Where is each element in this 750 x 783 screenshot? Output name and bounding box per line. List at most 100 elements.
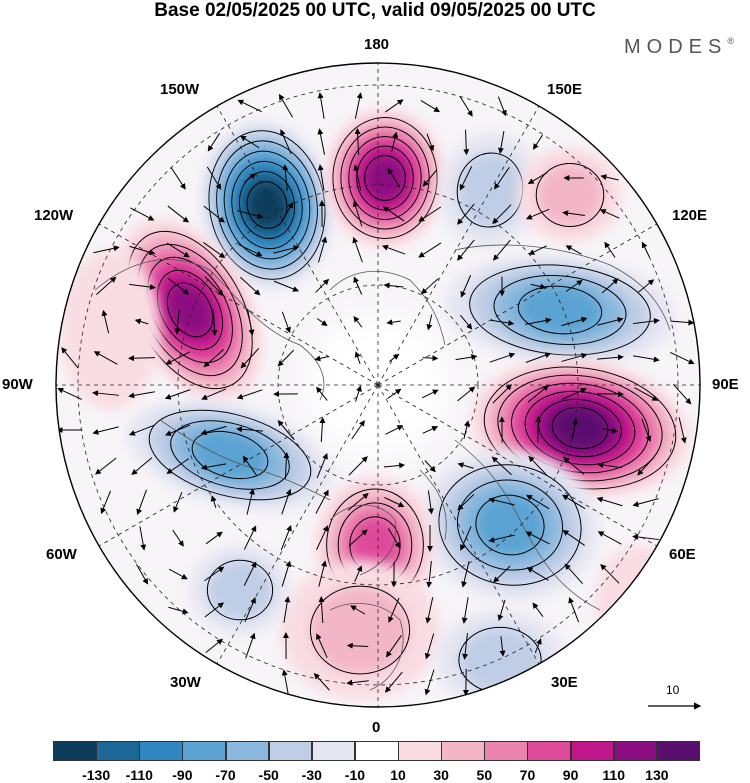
wind-vector-arrow [488,497,515,506]
colorbar-tick-label: 10 [390,767,406,783]
colorbar-bin [527,741,572,761]
wind-vector-arrow [346,642,369,649]
lon-label-150w: 150W [160,81,200,98]
wind-vector-arrow [237,210,264,219]
wind-vector-arrow [245,632,256,659]
wind-vector-arrow [243,525,257,550]
wind-vector-arrow [92,426,119,435]
wind-vector-arrow [348,529,368,547]
lon-label-90e: 90E [712,376,739,393]
anomaly-contour-line [216,140,318,270]
wind-vector-arrow [130,207,155,221]
lon-label-120w: 120W [34,207,74,224]
lon-label-0: 0 [372,719,381,736]
wind-vector-arrow [353,276,363,295]
wind-vector-arrow [204,276,224,297]
wind-vector-arrow [57,387,83,400]
wind-vector-arrow [319,417,326,442]
positive-anomaly [325,108,445,248]
wind-vector-arrow [280,524,292,551]
wind-vector-arrow [457,462,474,469]
wind-vector-arrow [204,566,225,582]
registered-mark: ® [727,36,734,46]
lon-label-30e: 30E [551,674,578,691]
wind-vector-arrow [242,455,258,476]
wind-vector-arrow [489,352,516,363]
wind-vector-arrow [497,96,507,117]
colorbar-tick-label: 110 [602,767,626,783]
colorbar-bin [656,741,701,761]
wind-vector-arrow [128,391,155,399]
wind-vector-arrow [525,208,550,220]
wind-vector-arrow [491,456,512,476]
wind-vector-arrow [384,497,405,508]
anomaly-contour-band [552,407,608,449]
meridian-line [377,384,544,671]
wind-vector-arrow [460,525,472,551]
wind-vector-arrow [492,384,512,404]
wind-vector-arrow [168,606,189,615]
wind-vector-arrow [532,602,544,618]
colorbar-bin [225,741,270,761]
wind-vector-arrow [418,206,442,222]
colorbar-tick-label: -70 [215,767,236,783]
anomaly-contour-line [148,409,312,501]
colorbar-tick-label: -110 [125,767,153,783]
wind-vector-arrow [525,352,552,363]
anomaly-contour-band [60,250,160,410]
wind-vector-arrow [461,597,469,624]
wind-vector-arrow [280,129,292,155]
wind-vector-arrow [530,283,547,290]
wind-vector-arrow [418,242,442,258]
wind-vector-arrow [385,671,403,693]
wind-vector-arrow [564,563,584,585]
anomaly-contour-line [551,407,609,449]
wind-vectors [56,92,695,696]
wind-vector-arrow [532,134,543,150]
anomaly-contour-line [469,264,651,356]
wind-vector-arrow [136,563,149,585]
coastline [329,270,446,346]
wind-vector-arrow [562,210,585,217]
wind-vector-arrow [316,453,328,479]
meridian-line [212,99,379,386]
colorbar-bin [268,741,313,761]
wind-vector-arrow [383,462,406,469]
coastline [454,244,671,331]
positive-anomaly [60,250,160,410]
wind-vector-arrow [236,389,263,400]
wind-vector-arrow [460,275,472,298]
wind-vector-arrow [632,534,659,541]
wind-vector-arrow [461,561,470,588]
wind-vector-arrow [351,420,365,440]
wind-vector-arrow [170,166,186,190]
wind-vector-arrow [206,166,222,190]
chart-title: Base 02/05/2025 00 UTC, valid 09/05/2025… [154,0,596,21]
wind-vector-arrow [200,463,227,471]
modes-logo: MODES® [624,36,734,59]
meridian-line [377,219,664,386]
colorbar-bin [570,741,615,761]
colorbar-bin [311,741,356,761]
wind-vector-arrow [678,417,687,444]
wind-vector-arrow [205,638,223,654]
wind-vector-arrow [427,490,434,515]
wind-vector-arrow [165,351,190,365]
wind-vector-arrow [167,205,189,223]
wind-vector-arrow [352,200,363,227]
reference-vector-label: 10 [666,683,680,697]
meridian-line [377,384,664,551]
coastline [419,469,447,541]
wind-vector-arrow [350,605,366,615]
positive-anomaly [280,560,440,700]
wind-vector-arrow [203,349,225,368]
anomaly-contour-line [238,171,296,239]
wind-vector-arrow [422,355,439,362]
wind-vector-arrow [388,597,400,623]
negative-anomaly [420,449,600,601]
wind-vector-arrow [670,319,695,326]
wind-vector-arrow [167,277,190,295]
colorbar-bin [484,741,528,761]
wind-vector-arrow [134,318,149,325]
wind-vector-arrow [281,488,292,515]
